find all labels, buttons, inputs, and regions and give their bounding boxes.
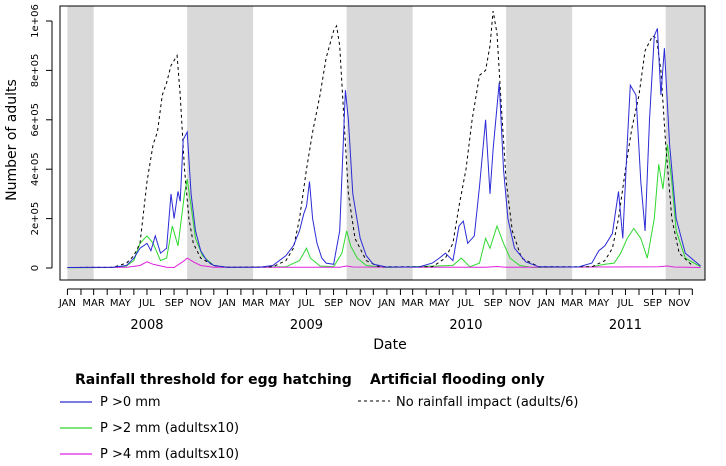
x-tick-label-5: NOV <box>190 298 212 309</box>
x-tick-label-15: JUL <box>457 298 474 309</box>
year-label-2008: 2008 <box>130 318 163 333</box>
y-tick-label-1: 2e+05 <box>30 202 41 236</box>
y-tick-label-3: 6e+05 <box>30 103 41 137</box>
y-tick-label-4: 8e+05 <box>30 54 41 88</box>
x-tick-label-11: NOV <box>349 298 371 309</box>
y-tick-label-5: 1e+06 <box>30 4 41 38</box>
legend-label-p2: P >2 mm (adultsx10) <box>100 421 239 436</box>
x-tick-label-23: NOV <box>668 298 690 309</box>
y-tick-label-0: 0 <box>30 265 41 271</box>
legend-label-p0: P >0 mm <box>100 395 161 410</box>
legend-title-rainfall: Rainfall threshold for egg hatching <box>75 372 352 388</box>
x-tick-label-16: SEP <box>484 298 503 309</box>
x-tick-label-8: MAY <box>269 298 291 309</box>
shaded-period-4 <box>665 6 705 280</box>
x-tick-label-6: JAN <box>218 298 236 309</box>
x-axis-title: Date <box>373 337 406 353</box>
year-label-2011: 2011 <box>609 318 642 333</box>
legend-label-p4: P >4 mm (adultsx10) <box>100 447 239 462</box>
x-tick-label-2: MAY <box>110 298 132 309</box>
year-label-2010: 2010 <box>449 318 482 333</box>
plot-frame <box>59 5 706 281</box>
x-tick-label-22: SEP <box>643 298 662 309</box>
x-tick-label-19: MAR <box>561 298 583 309</box>
x-tick-label-4: SEP <box>165 298 184 309</box>
x-tick-label-20: MAY <box>588 298 610 309</box>
x-tick-label-12: JAN <box>377 298 395 309</box>
x-tick-label-3: JUL <box>138 298 155 309</box>
x-tick-label-14: MAY <box>429 298 451 309</box>
y-axis: 0 2e+05 4e+05 6e+05 8e+05 1e+06 <box>30 4 53 271</box>
x-tick-label-13: MAR <box>401 298 423 309</box>
x-tick-label-9: JUL <box>298 298 315 309</box>
year-label-2009: 2009 <box>290 318 323 333</box>
series-line-0 <box>67 28 701 268</box>
x-tick-label-21: JUL <box>617 298 634 309</box>
x-tick-label-7: MAR <box>242 298 264 309</box>
shaded-period-1 <box>187 6 254 280</box>
x-axis: JAN MAR MAY JUL SEP NOV JAN MAR MAY JUL SEP NOV JAN M… <box>58 288 693 333</box>
series-layer <box>67 11 701 269</box>
shaded-period-2 <box>346 6 413 280</box>
x-tick-label-18: JAN <box>537 298 555 309</box>
legend-label-no-rain: No rainfall impact (adults/6) <box>396 395 578 410</box>
series-line-1 <box>67 144 701 269</box>
x-tick-label-17: NOV <box>509 298 531 309</box>
y-axis-title: Number of adults <box>4 79 20 201</box>
shaded-period-3 <box>506 6 573 280</box>
x-tick-label-1: MAR <box>82 298 104 309</box>
series-line-3 <box>67 11 693 268</box>
x-tick-label-10: SEP <box>324 298 343 309</box>
legend: Rainfall threshold for egg hatching Arti… <box>60 372 578 462</box>
x-tick-label-0: JAN <box>58 298 76 309</box>
y-tick-label-2: 4e+05 <box>30 152 41 186</box>
legend-title-flooding: Artificial flooding only <box>370 372 545 388</box>
shaded-period-0 <box>67 6 94 280</box>
shaded-periods <box>67 6 705 280</box>
